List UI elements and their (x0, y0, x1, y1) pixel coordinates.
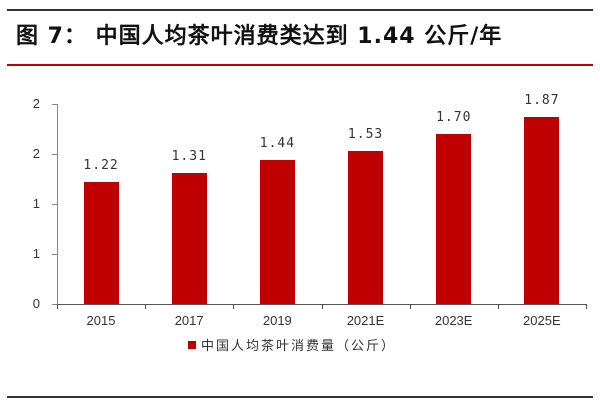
x-tick (321, 304, 323, 309)
y-tick (52, 154, 57, 155)
bottom-rule (7, 396, 593, 398)
y-axis (57, 104, 58, 304)
y-tick-label: 1 (32, 246, 40, 261)
y-tick (52, 254, 57, 255)
bar-2015 (83, 182, 119, 304)
legend-label: 中国人均茶叶消费量（公斤） (201, 339, 397, 354)
bar-2017 (171, 173, 207, 304)
x-tick-label: 2017 (174, 313, 204, 328)
y-tick-label: 1 (32, 196, 40, 211)
data-label: 1.31 (171, 149, 207, 164)
y-tick (52, 104, 57, 105)
data-label: 1.22 (83, 158, 119, 173)
top-rule (7, 9, 593, 11)
y-tick (52, 304, 57, 305)
x-tick (145, 304, 147, 309)
x-tick (409, 304, 411, 309)
title-underline (7, 64, 593, 66)
x-tick-label: 2023E (434, 313, 473, 328)
bar-2021E (348, 151, 384, 304)
bar-2023E (436, 134, 472, 304)
data-label: 1.53 (347, 127, 384, 142)
x-tick-label: 2019 (262, 313, 292, 328)
y-tick-label: 2 (32, 96, 40, 111)
figure-title: 图 7： 中国人均茶叶消费类达到 1.44 公斤/年 (16, 24, 503, 49)
x-tick-label: 2021E (346, 313, 385, 328)
bar-2019 (259, 160, 295, 304)
legend-swatch (188, 340, 196, 349)
x-tick (233, 304, 235, 309)
x-tick-label: 2025E (523, 313, 561, 328)
x-tick (497, 304, 499, 309)
legend: 中国人均茶叶消费量（公斤） (188, 335, 396, 354)
x-tick (57, 304, 58, 309)
y-tick-label: 0 (32, 296, 40, 311)
data-label: 1.70 (436, 110, 472, 125)
y-tick-label: 2 (32, 146, 40, 161)
data-label: 1.44 (259, 136, 296, 151)
bar-2025E (524, 117, 560, 304)
data-label: 1.87 (524, 93, 560, 108)
x-tick-label: 2015 (86, 313, 116, 328)
y-tick (52, 204, 57, 205)
x-tick (586, 304, 587, 309)
